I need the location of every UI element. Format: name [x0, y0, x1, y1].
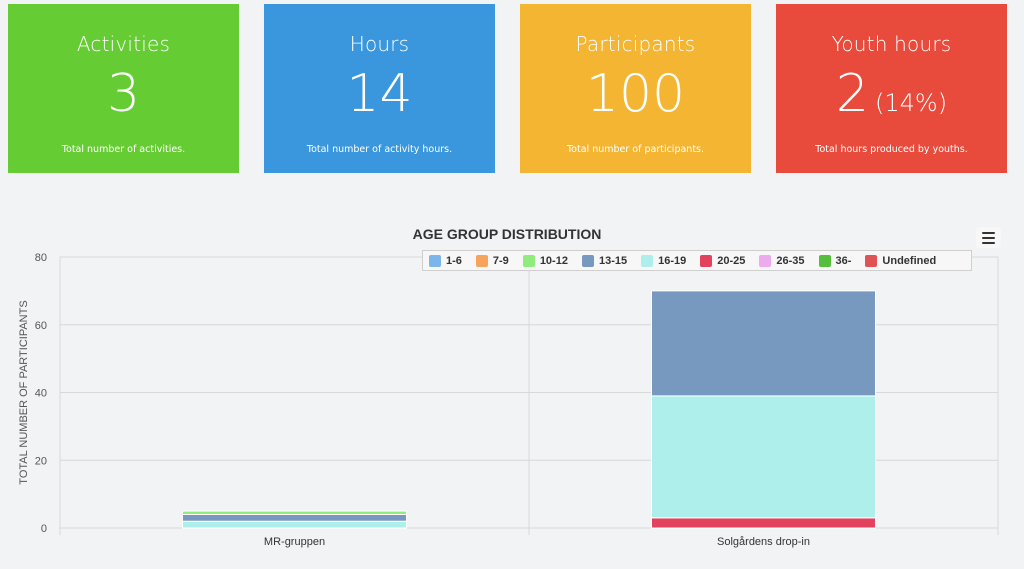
- hours-card: Hours 14 Total number of activity hours.: [264, 4, 495, 173]
- age-group-chart: 0 20 40 60 80 MR-gruppen Solgårdens drop-in TOT…: [18, 252, 999, 548]
- youth-hours-card-description: Total hours produced by youths.: [815, 144, 968, 155]
- y-tick-label: 60: [35, 320, 47, 332]
- legend-label: 7-9: [492, 254, 509, 267]
- legend-label: Undefined: [882, 254, 937, 267]
- legend-swatch: [818, 254, 831, 267]
- legend-swatch: [865, 254, 878, 267]
- y-tick-label: 80: [35, 252, 47, 264]
- x-tick-label: MR-gruppen: [264, 536, 325, 548]
- legend-item[interactable]: 20-25: [700, 254, 746, 267]
- hours-card-description: Total number of activity hours.: [306, 144, 453, 155]
- legend-item[interactable]: Undefined: [865, 254, 937, 267]
- legend-item[interactable]: 13-15: [581, 254, 628, 267]
- legend-item[interactable]: 16-19: [641, 254, 687, 267]
- bar-segment-16-19: [182, 520, 407, 529]
- y-tick-label: 40: [35, 388, 47, 400]
- activities-card-title: Activities: [76, 32, 171, 56]
- legend-swatch: [759, 254, 772, 267]
- legend-item[interactable]: 10-12: [522, 254, 568, 267]
- bar-segment-10-12: [182, 510, 407, 515]
- participants-card-value: 100: [585, 64, 686, 124]
- x-tick-label: Solgårdens drop-in: [717, 536, 810, 548]
- legend-swatch: [522, 254, 535, 267]
- legend-label: 1-6: [446, 254, 462, 267]
- legend-item[interactable]: 7-9: [475, 254, 509, 267]
- hours-card-title: Hours: [349, 32, 410, 56]
- legend-item[interactable]: 1-6: [429, 254, 462, 267]
- legend-swatch: [429, 254, 441, 267]
- legend-item[interactable]: 26-35: [759, 254, 805, 267]
- legend-item[interactable]: 36-: [818, 254, 852, 267]
- bar-segment-13-15: [182, 513, 407, 522]
- youth-hours-card-title: Youth hours: [831, 32, 952, 56]
- bar-segment-20-25: [651, 517, 876, 529]
- y-tick-label: 20: [35, 455, 47, 467]
- chart-legend: 1-6 7-9 10-12 13-15 16-19 20-25 26-35 36- Undefi…: [422, 250, 972, 271]
- legend-label: 10-12: [539, 254, 568, 267]
- chart-menu-button[interactable]: [976, 227, 1001, 248]
- y-axis-title: TOTAL NUMBER OF PARTICIPANTS: [18, 300, 30, 484]
- legend-label: 16-19: [658, 254, 687, 267]
- participants-card-title: Participants: [575, 32, 696, 56]
- participants-card: Participants 100 Total number of partici…: [520, 4, 751, 173]
- legend-label: 20-25: [717, 254, 746, 267]
- youth-hours-card-value: 2 (14%): [835, 64, 948, 124]
- activities-card-description: Total number of activities.: [61, 144, 186, 155]
- participants-card-description: Total number of participants.: [566, 144, 705, 155]
- bar-segment-13-15: [651, 290, 876, 397]
- legend-label: 13-15: [598, 254, 628, 267]
- hours-card-value: 14: [346, 64, 413, 124]
- activities-card: Activities 3 Total number of activities.: [8, 4, 239, 173]
- youth-hours-percentage: (14%): [875, 89, 948, 117]
- chart-title: AGE GROUP DISTRIBUTION: [412, 226, 602, 242]
- legend-swatch: [641, 254, 654, 267]
- youth-hours-card: Youth hours 2 (14%) Total hours produced …: [776, 4, 1007, 173]
- y-tick-label: 0: [41, 523, 47, 535]
- activities-card-value: 3: [106, 64, 141, 124]
- bar-segment-16-19: [651, 395, 876, 519]
- legend-label: 26-35: [776, 254, 805, 267]
- legend-label: 36-: [835, 254, 852, 267]
- legend-swatch: [581, 254, 594, 267]
- legend-swatch: [700, 254, 713, 267]
- legend-swatch: [475, 254, 488, 267]
